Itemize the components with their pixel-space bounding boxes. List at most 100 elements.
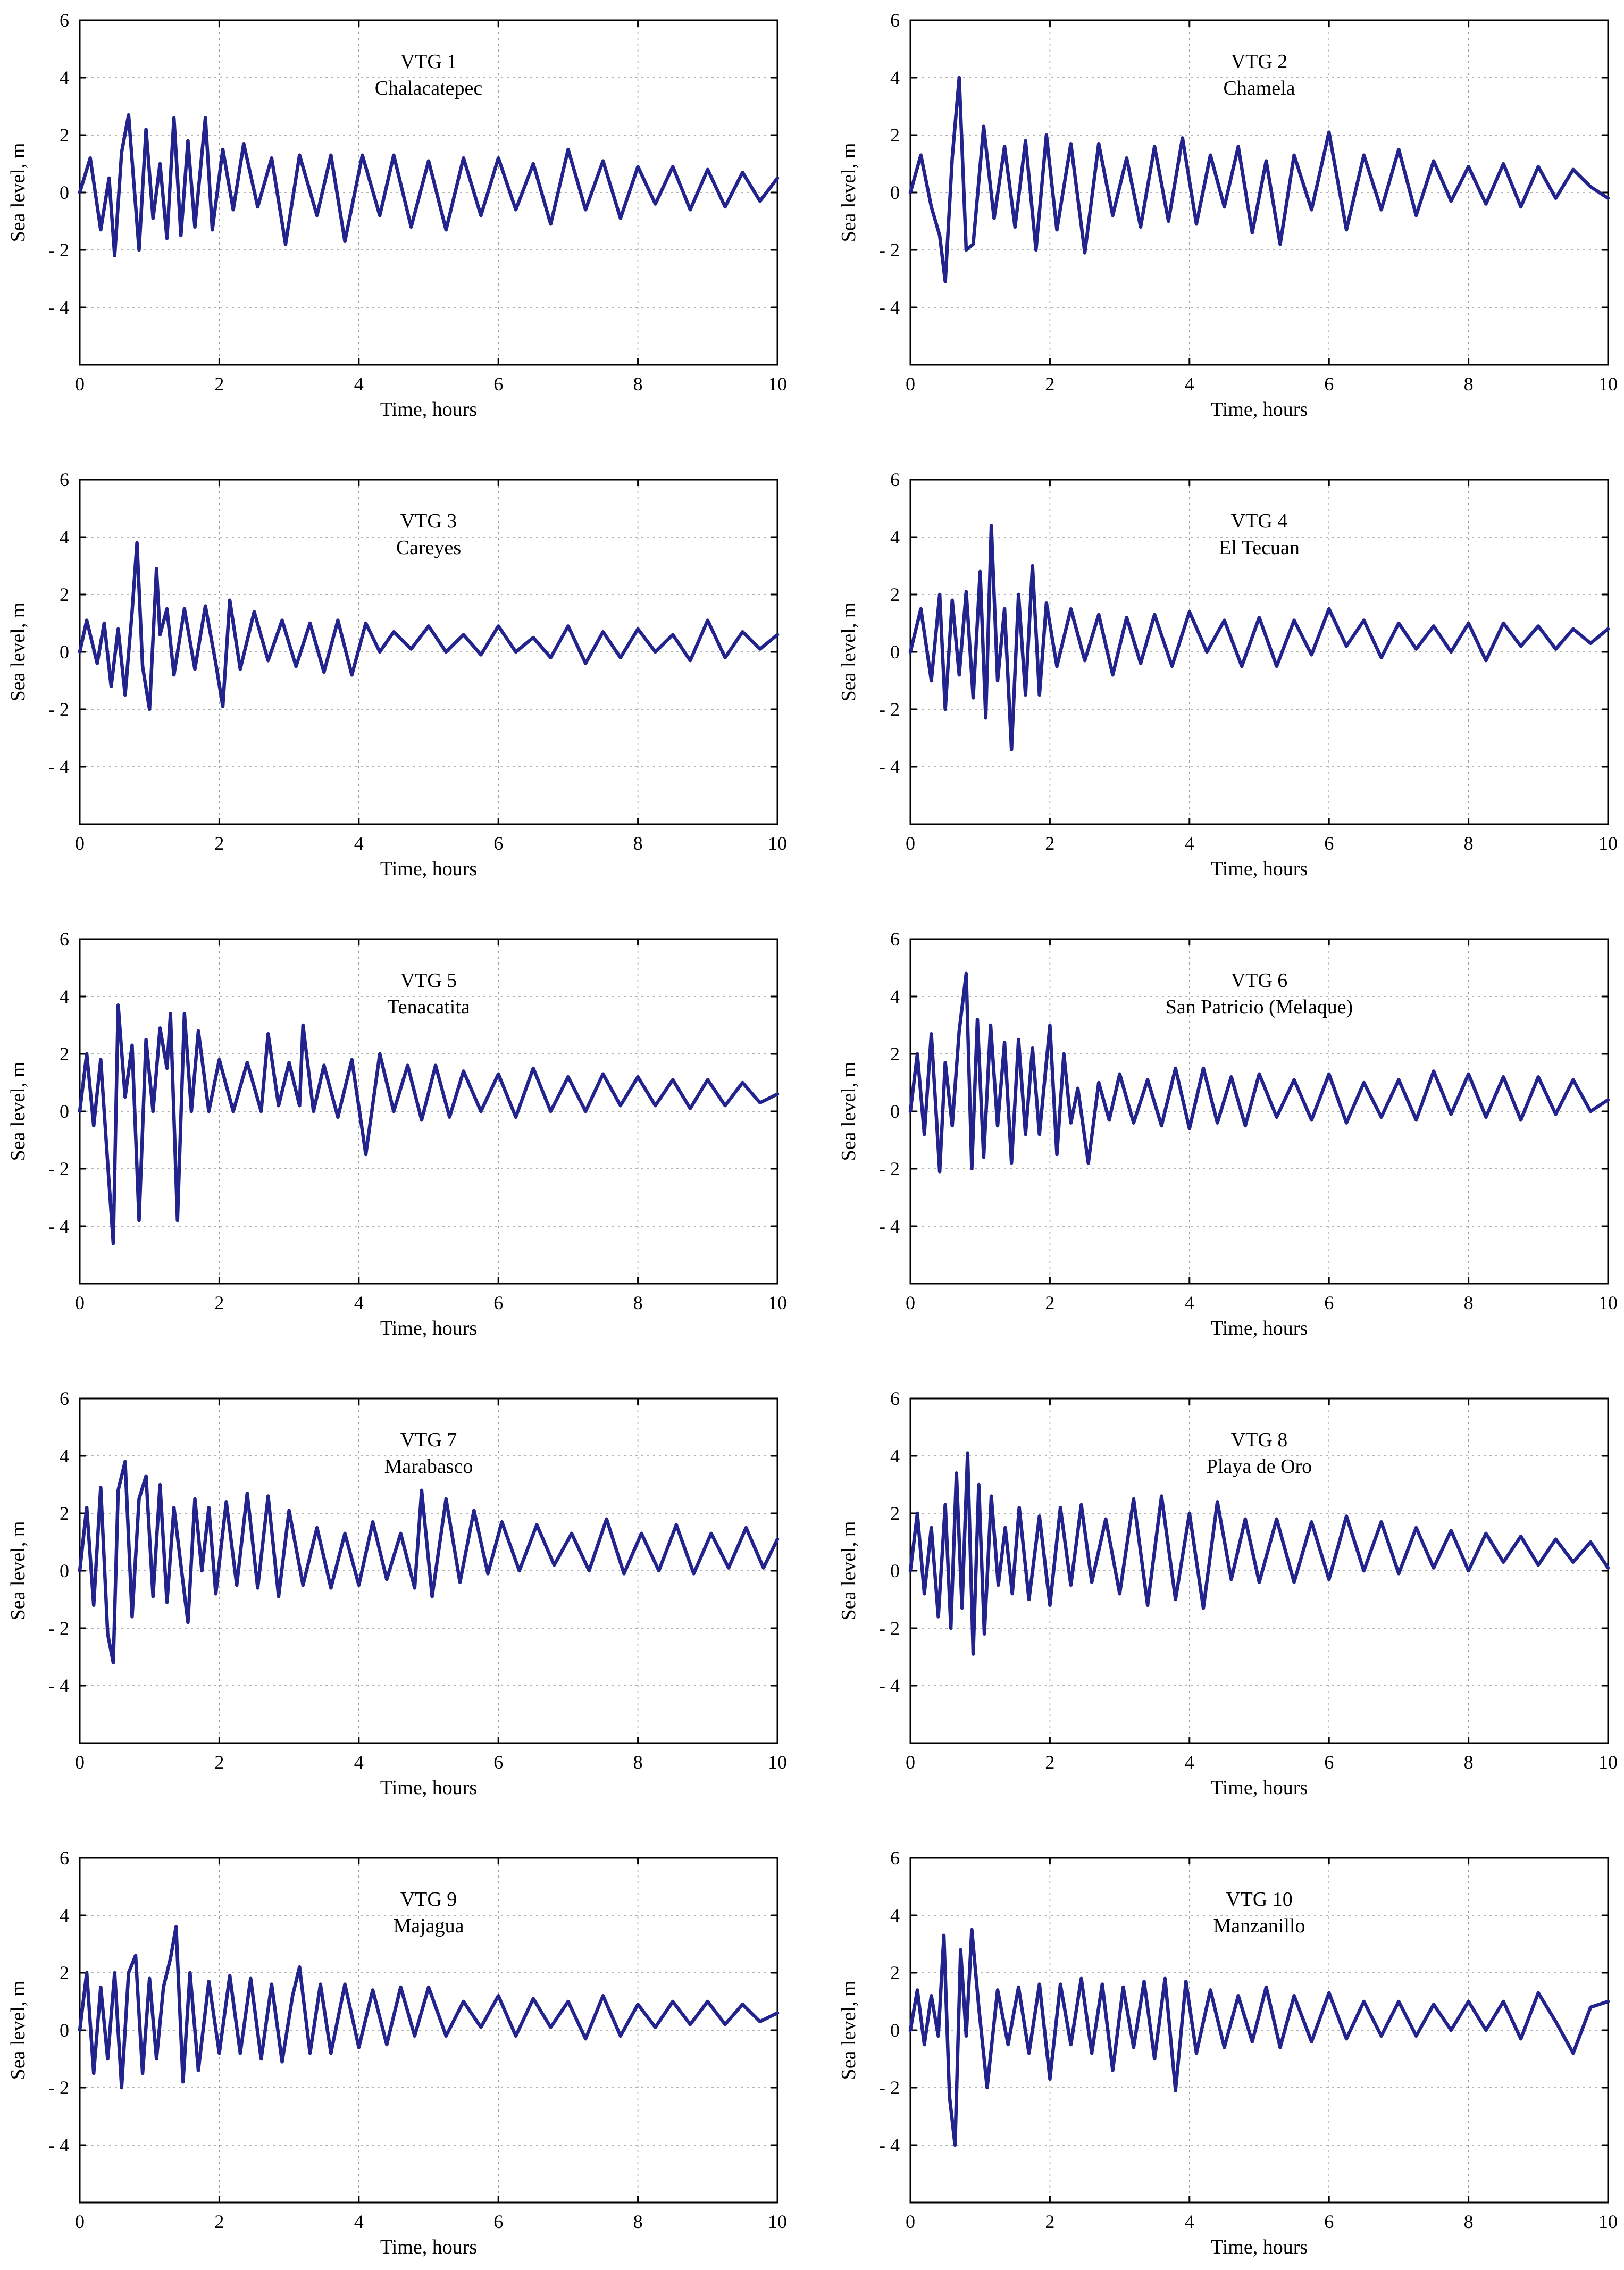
subplot-subtitle: Careyes bbox=[396, 537, 461, 559]
subplot-vtg-8: 0 2 4 6 8 10 6 4 2 0 - 2 - 4 Time, hours Sea level, m… bbox=[838, 1388, 1618, 1799]
x-tick-label: 10 bbox=[768, 833, 787, 854]
y-axis-label: Sea level, m bbox=[838, 1062, 860, 1161]
y-tick-label: 6 bbox=[60, 469, 69, 490]
subplot-title: VTG 7 bbox=[400, 1429, 457, 1451]
y-tick-label: 0 bbox=[60, 641, 69, 663]
subplot-subtitle: Tenacatita bbox=[387, 996, 470, 1018]
y-tick-label: 0 bbox=[60, 1560, 69, 1581]
y-tick-label: - 4 bbox=[48, 756, 69, 777]
y-tick-label: 6 bbox=[890, 10, 900, 31]
y-tick-label: 6 bbox=[60, 928, 69, 950]
x-tick-label: 2 bbox=[1045, 1752, 1054, 1773]
x-tick-label: 10 bbox=[768, 1292, 787, 1313]
subplot-title: VTG 5 bbox=[400, 969, 457, 992]
subplot-subtitle: Majagua bbox=[394, 1915, 464, 1937]
y-tick-label: 6 bbox=[890, 928, 900, 950]
subplot-vtg-10: 0 2 4 6 8 10 6 4 2 0 - 2 - 4 Time, hours Sea level, m… bbox=[838, 1847, 1618, 2258]
x-tick-label: 2 bbox=[1045, 1292, 1054, 1313]
y-tick-label: 4 bbox=[890, 986, 900, 1007]
x-tick-label: 0 bbox=[906, 373, 915, 395]
y-axis-label: Sea level, m bbox=[838, 143, 860, 242]
x-axis-label: Time, hours bbox=[380, 1317, 477, 1339]
subplot-subtitle: El Tecuan bbox=[1219, 537, 1300, 559]
y-tick-label: - 2 bbox=[879, 699, 900, 720]
subplot-title: VTG 10 bbox=[1226, 1888, 1293, 1911]
sea-level-series-line bbox=[908, 76, 1610, 283]
x-tick-label: 6 bbox=[1324, 1752, 1334, 1773]
x-tick-label: 0 bbox=[75, 1752, 85, 1773]
y-axis-label: Sea level, m bbox=[7, 1981, 29, 2080]
y-tick-label: 4 bbox=[890, 67, 900, 88]
y-axis-label: Sea level, m bbox=[838, 1981, 860, 2080]
x-tick-label: 10 bbox=[768, 1752, 787, 1773]
y-tick-label: - 2 bbox=[879, 2077, 900, 2098]
x-tick-label: 10 bbox=[1598, 2211, 1618, 2232]
x-axis-label: Time, hours bbox=[1211, 858, 1308, 880]
x-tick-label: 6 bbox=[1324, 2211, 1334, 2232]
x-tick-label: 4 bbox=[1185, 2211, 1194, 2232]
x-tick-label: 8 bbox=[1464, 833, 1474, 854]
sea-level-series-line bbox=[78, 113, 780, 258]
subplot-vtg-5: 0 2 4 6 8 10 6 4 2 0 - 2 - 4 Time, hours Sea level, m… bbox=[7, 928, 787, 1339]
subplot-title: VTG 9 bbox=[400, 1888, 457, 1911]
x-tick-label: 0 bbox=[75, 2211, 85, 2232]
y-axis-label: Sea level, m bbox=[7, 143, 29, 242]
y-axis-label: Sea level, m bbox=[838, 602, 860, 702]
sea-level-series-line bbox=[78, 1003, 780, 1245]
x-tick-label: 10 bbox=[1598, 373, 1618, 395]
sea-level-series-line bbox=[78, 1925, 780, 2090]
y-tick-label: 4 bbox=[60, 1445, 69, 1467]
x-tick-label: 6 bbox=[1324, 833, 1334, 854]
subplot-title: VTG 6 bbox=[1231, 969, 1288, 992]
subplot-vtg-2: 0 2 4 6 8 10 6 4 2 0 - 2 - 4 Time, hours Sea level, m… bbox=[838, 10, 1618, 421]
y-tick-label: 0 bbox=[890, 2020, 900, 2041]
y-tick-label: 2 bbox=[890, 1962, 900, 1983]
y-tick-label: 0 bbox=[890, 1560, 900, 1581]
x-axis-label: Time, hours bbox=[1211, 1317, 1308, 1339]
x-tick-label: 2 bbox=[1045, 833, 1054, 854]
x-tick-label: 0 bbox=[906, 833, 915, 854]
y-tick-label: 6 bbox=[60, 1847, 69, 1869]
x-tick-label: 4 bbox=[354, 1752, 364, 1773]
y-tick-label: 2 bbox=[60, 1962, 69, 1983]
x-axis-label: Time, hours bbox=[380, 1777, 477, 1799]
x-tick-label: 6 bbox=[493, 373, 503, 395]
y-tick-label: 0 bbox=[890, 182, 900, 203]
subplot-title: VTG 8 bbox=[1231, 1429, 1288, 1451]
y-tick-label: 0 bbox=[60, 1101, 69, 1122]
sea-level-series-line bbox=[908, 971, 1610, 1174]
x-tick-label: 4 bbox=[354, 1292, 364, 1313]
y-tick-label: 0 bbox=[60, 182, 69, 203]
x-tick-label: 10 bbox=[768, 373, 787, 395]
x-tick-label: 4 bbox=[1185, 1292, 1194, 1313]
subplot-vtg-1: 0 2 4 6 8 10 6 4 2 0 - 2 - 4 Time, hours Sea level, m… bbox=[7, 10, 787, 421]
x-tick-label: 2 bbox=[214, 833, 224, 854]
y-tick-label: 4 bbox=[60, 1905, 69, 1926]
y-tick-label: - 2 bbox=[879, 239, 900, 261]
x-tick-label: 4 bbox=[1185, 833, 1194, 854]
y-tick-label: 0 bbox=[890, 641, 900, 663]
y-tick-label: 6 bbox=[890, 469, 900, 490]
y-tick-label: 4 bbox=[890, 526, 900, 548]
y-tick-label: 2 bbox=[890, 584, 900, 605]
subplot-subtitle: Marabasco bbox=[384, 1455, 473, 1478]
y-tick-label: - 4 bbox=[879, 1216, 900, 1237]
y-axis-label: Sea level, m bbox=[838, 1521, 860, 1621]
x-tick-label: 10 bbox=[1598, 1752, 1618, 1773]
x-tick-label: 4 bbox=[1185, 1752, 1194, 1773]
y-tick-label: - 2 bbox=[48, 1158, 69, 1179]
x-tick-label: 2 bbox=[214, 1292, 224, 1313]
subplot-vtg-4: 0 2 4 6 8 10 6 4 2 0 - 2 - 4 Time, hours Sea level, m… bbox=[838, 469, 1618, 880]
x-tick-label: 4 bbox=[1185, 373, 1194, 395]
x-axis-label: Time, hours bbox=[1211, 1777, 1308, 1799]
y-tick-label: 2 bbox=[890, 124, 900, 146]
x-tick-label: 8 bbox=[633, 1292, 643, 1313]
x-tick-label: 4 bbox=[354, 373, 364, 395]
subplot-vtg-3: 0 2 4 6 8 10 6 4 2 0 - 2 - 4 Time, hours Sea level, m… bbox=[7, 469, 787, 880]
subplot-vtg-6: 0 2 4 6 8 10 6 4 2 0 - 2 - 4 Time, hours Sea level, m… bbox=[838, 928, 1618, 1339]
subplot-subtitle: Chalacatepec bbox=[375, 77, 483, 99]
y-tick-label: 6 bbox=[890, 1847, 900, 1869]
x-tick-label: 8 bbox=[633, 833, 643, 854]
x-tick-label: 0 bbox=[906, 1752, 915, 1773]
